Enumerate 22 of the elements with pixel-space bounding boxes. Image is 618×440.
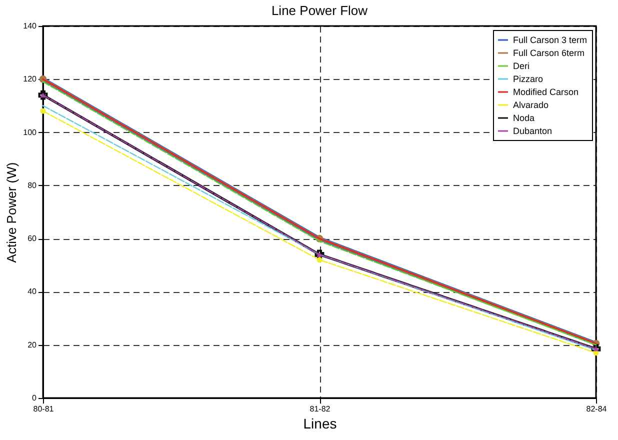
legend-label: Full Carson 6term	[513, 48, 585, 58]
y-tick-label: 140	[23, 22, 38, 30]
legend-label: Alvarado	[513, 100, 549, 110]
y-tick-label: 80	[28, 180, 38, 190]
legend-label: Deri	[513, 61, 530, 71]
x-axis-title: Lines	[303, 416, 337, 432]
legend-label: Full Carson 3 term	[513, 35, 588, 45]
y-tick-label: 40	[28, 287, 38, 296]
chart-title: Line Power Flow	[271, 3, 368, 18]
y-tick-label: 0	[32, 394, 38, 402]
y-axis-title: Active Power (W)	[4, 162, 20, 263]
y-tick-label: 60	[28, 234, 38, 244]
legend-label: Dubanton	[513, 126, 552, 136]
x-tick-label: 82-84	[586, 404, 608, 414]
y-tick-label: 20	[28, 340, 38, 350]
legend-label: Pizzaro	[513, 74, 544, 84]
x-tick-label: 80-81	[33, 404, 54, 414]
x-tick-label: 81-82	[310, 404, 331, 414]
legend-label: Noda	[513, 113, 535, 123]
legend-label: Modified Carson	[513, 87, 579, 97]
y-tick-label: 100	[23, 128, 38, 137]
y-tick-label: 120	[23, 74, 38, 84]
